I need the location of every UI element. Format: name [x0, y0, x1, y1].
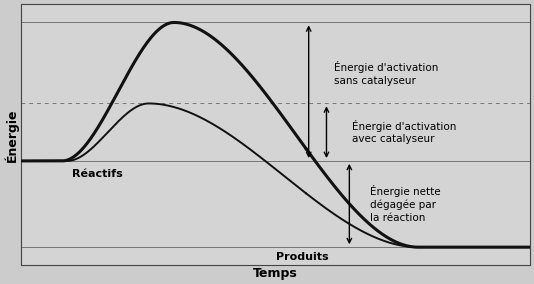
Text: Énergie nette
dégagée par
la réaction: Énergie nette dégagée par la réaction — [370, 185, 441, 223]
Text: Énergie d'activation
avec catalyseur: Énergie d'activation avec catalyseur — [352, 120, 456, 144]
Y-axis label: Énergie: Énergie — [4, 108, 19, 162]
Text: Produits: Produits — [276, 252, 328, 262]
Text: Énergie d'activation
sans catalyseur: Énergie d'activation sans catalyseur — [334, 61, 438, 85]
Text: Réactifs: Réactifs — [72, 169, 123, 179]
X-axis label: Temps: Temps — [253, 267, 298, 280]
